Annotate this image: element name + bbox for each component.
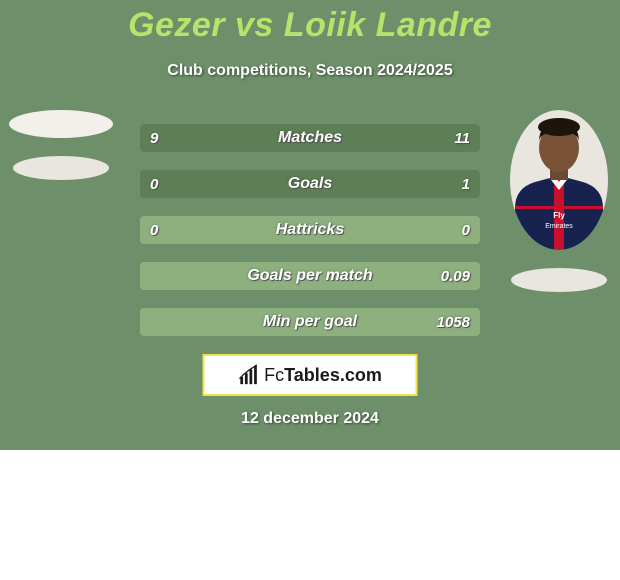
stat-bar: Hattricks0 0 bbox=[140, 216, 480, 244]
player-left-shadow-1 bbox=[9, 110, 113, 138]
brand-prefix: Fc bbox=[264, 365, 284, 385]
svg-text:Fly: Fly bbox=[553, 211, 565, 220]
stats-bars: Matches911 Goals01 Hattricks0 0 Goals per ma… bbox=[140, 124, 480, 336]
stat-bar: Matches911 bbox=[140, 124, 480, 152]
page-title: Gezer vs Loiik Landre bbox=[0, 6, 620, 45]
title-player-right: Loiik Landre bbox=[284, 6, 492, 44]
title-player-left: Gezer bbox=[128, 6, 225, 44]
stat-bar-value-right: 0 bbox=[462, 216, 470, 244]
stat-bar-label: Goals per match bbox=[140, 262, 480, 290]
player-left-column bbox=[6, 110, 116, 180]
stat-bar-value-left: 0 bbox=[150, 216, 158, 244]
chart-icon bbox=[238, 364, 260, 386]
player-right-avatar: Fly Emirates bbox=[510, 110, 608, 250]
brand-main: Tables.com bbox=[284, 365, 382, 385]
player-right-column: Fly Emirates bbox=[504, 110, 614, 292]
stat-bar: Goals per match0.09 bbox=[140, 262, 480, 290]
svg-text:Emirates: Emirates bbox=[545, 223, 573, 230]
stat-bar-fill-left bbox=[140, 124, 293, 152]
stat-bar-value-right: 0.09 bbox=[441, 262, 470, 290]
player-right-shadow bbox=[511, 268, 607, 292]
player-left-shadow-2 bbox=[13, 156, 109, 180]
comparison-card: Gezer vs Loiik Landre Club competitions,… bbox=[0, 0, 620, 450]
title-vs: vs bbox=[235, 6, 274, 44]
stat-bar: Min per goal1058 bbox=[140, 308, 480, 336]
stat-bar-label: Min per goal bbox=[140, 308, 480, 336]
stat-bar: Goals01 bbox=[140, 170, 480, 198]
stat-bar-fill-right bbox=[293, 124, 480, 152]
brand-badge: FcTables.com bbox=[203, 354, 418, 396]
stat-bar-value-right: 1058 bbox=[437, 308, 470, 336]
subtitle: Club competitions, Season 2024/2025 bbox=[0, 62, 620, 80]
brand-text: FcTables.com bbox=[264, 365, 382, 386]
stat-bar-fill-right bbox=[140, 170, 480, 198]
date-label: 12 december 2024 bbox=[0, 410, 620, 428]
avatar-icon: Fly Emirates bbox=[510, 110, 608, 250]
stat-bar-label: Hattricks bbox=[140, 216, 480, 244]
